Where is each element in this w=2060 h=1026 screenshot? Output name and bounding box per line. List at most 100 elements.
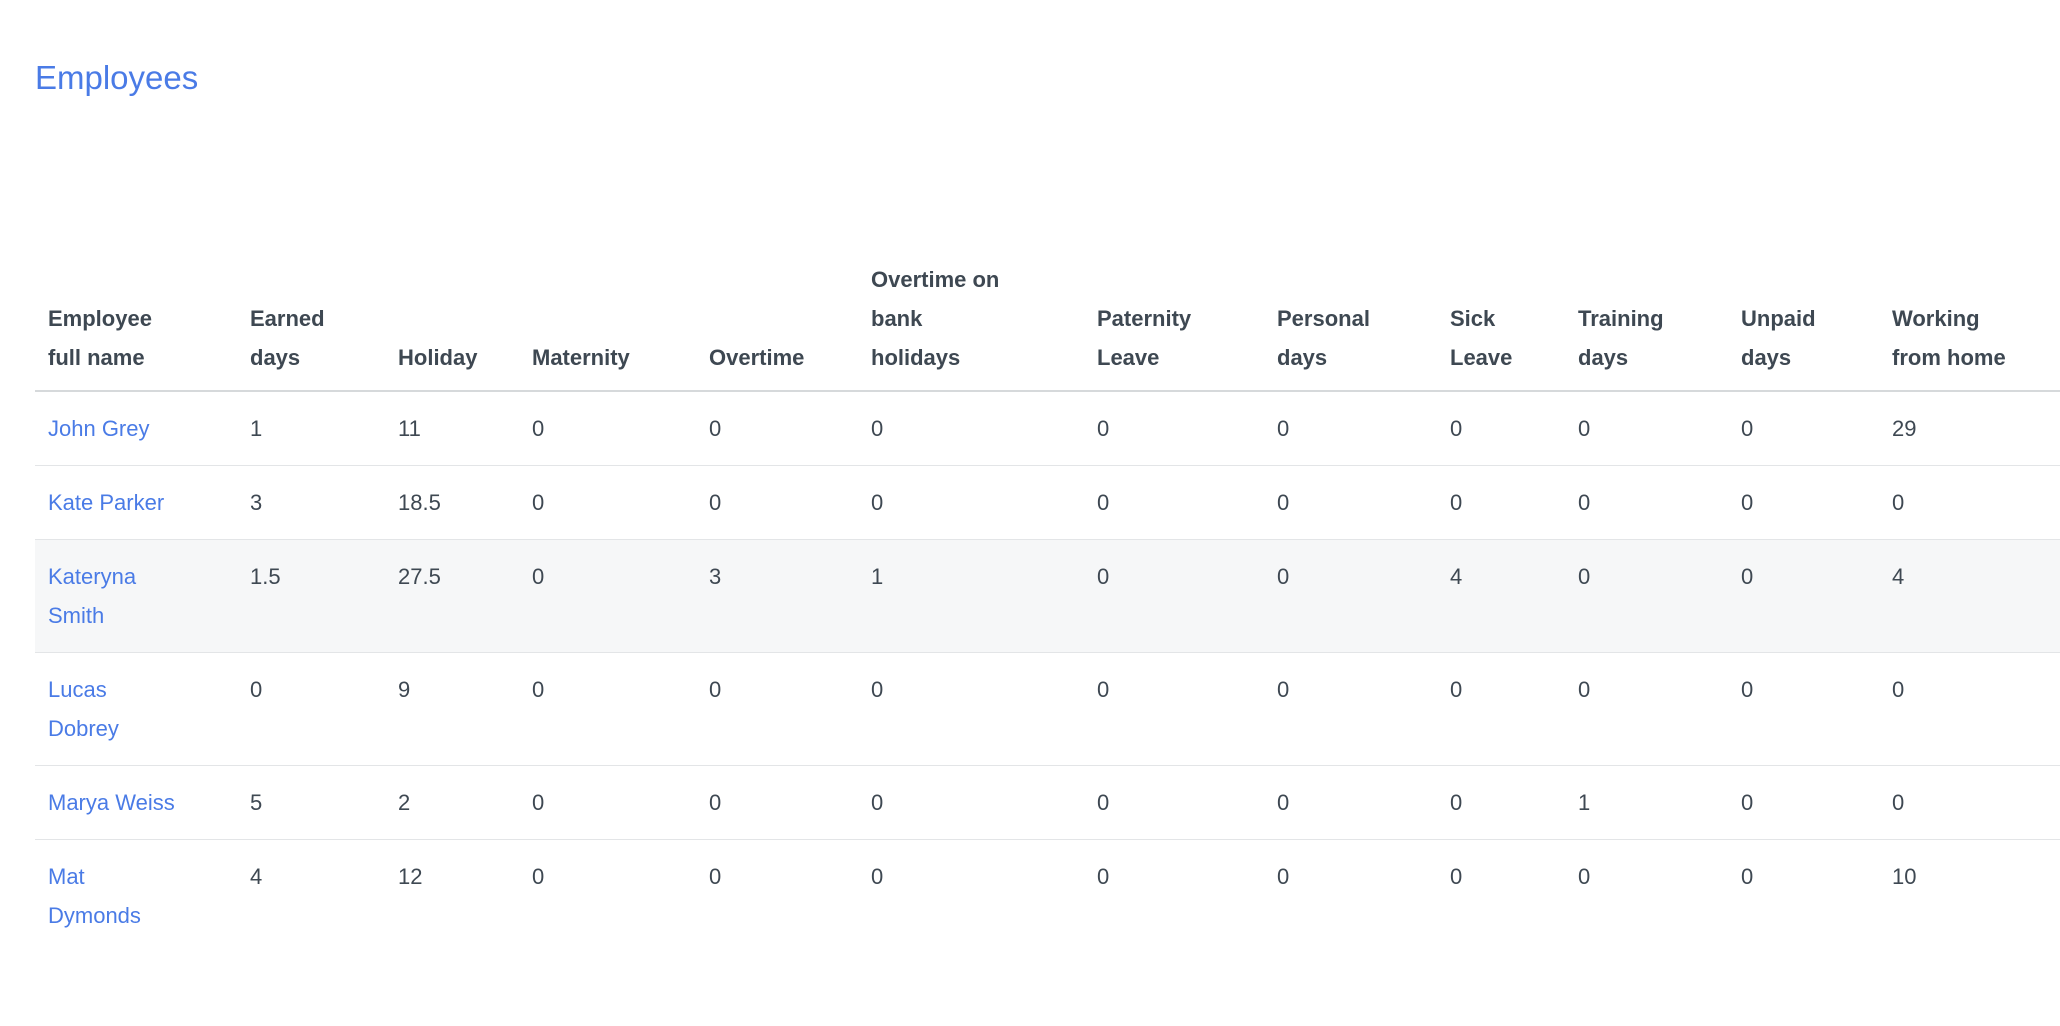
value-cell: 0: [1437, 652, 1565, 766]
table-header: Employee full name Earned days Holiday M…: [35, 260, 2060, 392]
value-cell: 0: [1879, 652, 2060, 766]
value-cell: 0: [1264, 765, 1437, 840]
value-cell: 0: [1084, 465, 1264, 540]
employee-link[interactable]: Marya Weiss: [48, 790, 175, 815]
table-row: Lucas Dobrey 0 9 0 0 0 0 0 0 0 0 0: [35, 652, 2060, 766]
column-header-label: Overtime: [709, 345, 805, 370]
column-header-label: Holiday: [398, 345, 478, 370]
column-header-maternity: Maternity: [519, 260, 696, 392]
value-cell: 0: [696, 765, 858, 840]
value-cell: 0: [1437, 765, 1565, 840]
value-cell: 0: [696, 391, 858, 466]
column-header-label: Earned days: [250, 306, 325, 370]
value-cell: 0: [1728, 539, 1879, 653]
value-cell: 0: [696, 465, 858, 540]
column-header-unpaid-days: Unpaid days: [1728, 260, 1879, 392]
value-cell: 4: [1879, 539, 2060, 653]
value-cell: 1: [237, 391, 385, 466]
column-header-employee-full-name: Employee full name: [35, 260, 237, 392]
value-cell: 0: [858, 652, 1084, 766]
value-cell: 1.5: [237, 539, 385, 653]
value-cell: 4: [1437, 539, 1565, 653]
value-cell: 0: [1084, 652, 1264, 766]
employee-link[interactable]: Mat Dymonds: [48, 864, 141, 928]
value-cell: 0: [1728, 391, 1879, 466]
value-cell: 0: [871, 864, 884, 889]
value-cell: 0: [1084, 765, 1264, 840]
column-header-earned-days: Earned days: [237, 260, 385, 392]
value-cell: 0: [519, 465, 696, 540]
value-cell: 27.5: [385, 539, 519, 653]
value-cell: 0: [519, 652, 696, 766]
value-cell: 1: [1565, 765, 1728, 840]
column-header-label: Overtime on bank holidays: [871, 267, 1000, 370]
table-body: John Grey 1 11 0 0 0 0 0 0 0 0 29 Kate P…: [35, 391, 2060, 952]
value-cell: 0: [1264, 465, 1437, 540]
value-cell: 0: [1437, 465, 1565, 540]
column-header-overtime: Overtime: [696, 260, 858, 392]
value-cell: 0: [1565, 391, 1728, 466]
value-cell: 0: [1879, 765, 2060, 840]
table-row: Mat Dymonds 4 12 0 0 0 0 0 0 0 0 10: [35, 840, 2060, 953]
value-cell: 5: [237, 765, 385, 840]
employee-link[interactable]: Kate Parker: [48, 490, 165, 515]
employee-name-cell: Lucas Dobrey: [35, 652, 237, 766]
value-cell: 0: [1565, 465, 1728, 540]
value-cell: 3: [237, 465, 385, 540]
value-cell: 0: [1565, 652, 1728, 766]
employees-table: Employee full name Earned days Holiday M…: [35, 260, 2060, 952]
column-header-training-days: Training days: [1565, 260, 1728, 392]
value-cell: 0: [237, 652, 385, 766]
value-cell: 9: [385, 652, 519, 766]
value-cell: 0: [1741, 864, 1754, 889]
value-cell: 0: [519, 765, 696, 840]
value-cell: 0: [1084, 391, 1264, 466]
column-header-label: Sick Leave: [1450, 306, 1513, 370]
value-cell: 0: [1578, 864, 1591, 889]
column-header-label: Maternity: [532, 345, 630, 370]
table-row: Kate Parker 3 18.5 0 0 0 0 0 0 0 0 0: [35, 465, 2060, 540]
column-header-label: Paternity Leave: [1097, 306, 1192, 370]
column-header-label: Training days: [1578, 306, 1664, 370]
value-cell: 0: [532, 864, 545, 889]
table-row: John Grey 1 11 0 0 0 0 0 0 0 0 29: [35, 391, 2060, 466]
value-cell: 0: [1097, 864, 1110, 889]
value-cell: 18.5: [385, 465, 519, 540]
column-header-label: Working from home: [1892, 306, 2006, 370]
value-cell: 0: [709, 864, 722, 889]
value-cell: 12: [398, 864, 423, 889]
column-header-label: Employee full name: [48, 306, 152, 370]
value-cell: 0: [1264, 391, 1437, 466]
value-cell: 0: [1728, 765, 1879, 840]
value-cell: 0: [858, 465, 1084, 540]
employee-name-cell: Mat Dymonds: [35, 840, 237, 953]
value-cell: 0: [519, 539, 696, 653]
value-cell: 0: [1277, 864, 1290, 889]
value-cell: 29: [1879, 391, 2060, 466]
employee-name-cell: Kateryna Smith: [35, 539, 237, 653]
column-header-label: Personal days: [1277, 306, 1370, 370]
value-cell: 3: [696, 539, 858, 653]
column-header-holiday: Holiday: [385, 260, 519, 392]
value-cell: 0: [1084, 539, 1264, 653]
value-cell: 0: [696, 652, 858, 766]
column-header-paternity-leave: Paternity Leave: [1084, 260, 1264, 392]
value-cell: 0: [1264, 652, 1437, 766]
table-row-highlighted: Kateryna Smith 1.5 27.5 0 3 1 0 0 4 0 0 …: [35, 539, 2060, 653]
employee-link[interactable]: Lucas Dobrey: [48, 677, 119, 741]
value-cell: 10: [1892, 864, 1917, 889]
column-header-sick-leave: Sick Leave: [1437, 260, 1565, 392]
employee-link[interactable]: Kateryna Smith: [48, 564, 137, 628]
employee-link[interactable]: John Grey: [48, 416, 150, 441]
employee-name-cell: Kate Parker: [35, 465, 237, 540]
employees-table-container: Employee full name Earned days Holiday M…: [35, 260, 2060, 952]
value-cell: 0: [858, 391, 1084, 466]
page-title[interactable]: Employees: [35, 59, 199, 96]
value-cell: 0: [1264, 539, 1437, 653]
column-header-label: Unpaid days: [1741, 306, 1816, 370]
header-row: Employee full name Earned days Holiday M…: [35, 260, 2060, 392]
value-cell: 2: [385, 765, 519, 840]
value-cell: 1: [858, 539, 1084, 653]
value-cell: 0: [1437, 391, 1565, 466]
value-cell: 0: [1728, 652, 1879, 766]
